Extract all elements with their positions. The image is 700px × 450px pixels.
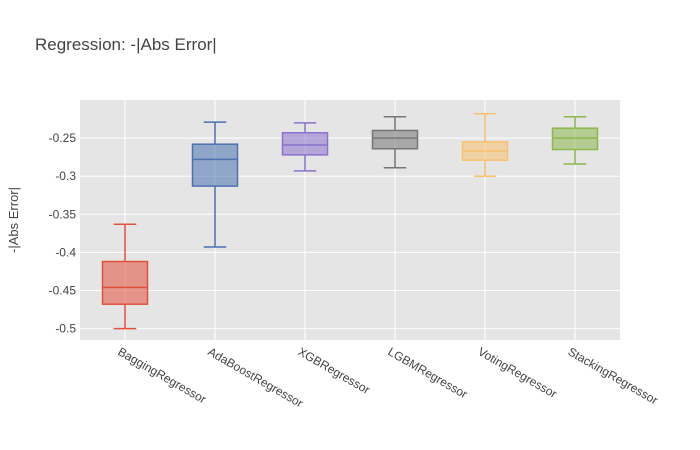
plot-background xyxy=(80,100,620,340)
box-stackingregressor[interactable] xyxy=(551,116,599,165)
x-tick-label: BaggingRegressor xyxy=(116,344,209,406)
y-tick-label: -0.5 xyxy=(55,322,76,336)
y-tick-labels: -0.25 -0.3 -0.35 -0.4 -0.45 -0.5 xyxy=(49,131,77,335)
box-adaboostregressor[interactable] xyxy=(191,121,239,248)
x-tick-label: LGBMRegressor xyxy=(386,344,470,401)
y-tick-label: -0.35 xyxy=(49,207,77,221)
y-tick-label: -0.25 xyxy=(49,131,77,145)
x-tick-label: AdaBoostRegressor xyxy=(206,344,306,410)
x-tick-label: XGBRegressor xyxy=(296,344,373,396)
box-xgbregressor[interactable] xyxy=(281,122,329,172)
x-tick-label: StackingRegressor xyxy=(566,344,661,407)
x-tick-label: VotingRegressor xyxy=(476,344,560,400)
box-iqr xyxy=(551,127,599,151)
y-axis-label: -|Abs Error| xyxy=(6,187,21,253)
box-baggingregressor[interactable] xyxy=(101,223,149,330)
box-group xyxy=(101,112,599,330)
box-iqr xyxy=(101,260,149,305)
y-tick-label: -0.3 xyxy=(55,169,76,183)
box-iqr xyxy=(371,129,419,150)
box-iqr xyxy=(191,143,239,187)
box-iqr xyxy=(281,132,329,156)
y-tick-label: -0.4 xyxy=(55,245,76,259)
x-tick-labels: BaggingRegressorAdaBoostRegressorXGBRegr… xyxy=(116,344,661,410)
box-votingregressor[interactable] xyxy=(461,112,509,177)
box-lgbmregressor[interactable] xyxy=(371,116,419,169)
y-tick-label: -0.45 xyxy=(49,283,77,297)
chart-title: Regression: -|Abs Error| xyxy=(35,35,217,54)
